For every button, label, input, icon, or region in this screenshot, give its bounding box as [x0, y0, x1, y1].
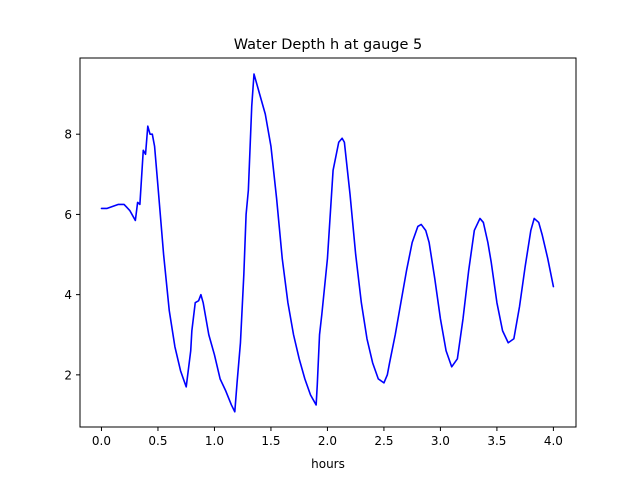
- x-tick-label: 1.0: [205, 434, 224, 448]
- x-tick-label: 2.5: [374, 434, 393, 448]
- x-tick-label: 4.0: [544, 434, 563, 448]
- x-tick-label: 1.5: [261, 434, 280, 448]
- x-tick-label: 3.5: [487, 434, 506, 448]
- x-tick-label: 3.0: [431, 434, 450, 448]
- y-tick-label: 4: [64, 288, 72, 302]
- series-line-0: [100, 73, 555, 413]
- x-tick-label: 0.0: [92, 434, 111, 448]
- y-tick-label: 2: [64, 368, 72, 382]
- chart-title: Water Depth h at gauge 5: [234, 37, 422, 53]
- x-axis-label: hours: [311, 457, 345, 471]
- plot-area: 0.0 0.5 1.0 1.5 2.0 2.5 3.0 3.5 4.0 2 4 6 8: [64, 73, 563, 448]
- x-tick-label: 0.5: [148, 434, 167, 448]
- x-tick-label: 2.0: [318, 434, 337, 448]
- axes-frame: [79, 57, 577, 428]
- y-tick-label: 8: [64, 128, 72, 142]
- y-tick-label: 6: [64, 208, 72, 222]
